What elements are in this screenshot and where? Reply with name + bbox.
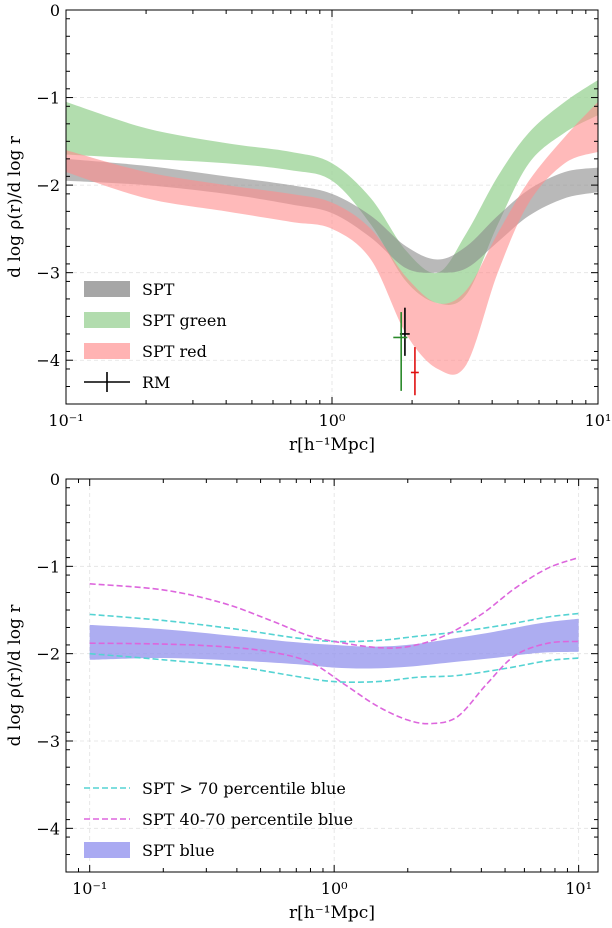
top-legend: SPT SPT green SPT red RM xyxy=(84,280,227,392)
legend-swatch xyxy=(84,343,130,359)
bottom-panel: 10⁻¹ 10⁰ 10¹ 0 −1 −2 −3 −4 SPT > 70 percentile … xyxy=(5,470,599,923)
band-spt-blue xyxy=(89,618,579,669)
y-tick-label: 0 xyxy=(50,470,60,489)
line-spt-70-percentile-blue-upper xyxy=(89,612,579,643)
line-spt-70-percentile-blue-lower xyxy=(89,652,579,684)
line-spt-40-70-percentile-blue-upper xyxy=(89,556,579,649)
bottom-axes: 10⁻¹ 10⁰ 10¹ 0 −1 −2 −3 −4 xyxy=(36,470,599,898)
legend-item-spt-blue: SPT blue xyxy=(84,841,215,860)
legend-swatch xyxy=(84,842,130,858)
y-tick-label: −3 xyxy=(36,264,60,283)
legend-item-spt: SPT xyxy=(84,280,175,299)
top-plot-area xyxy=(66,80,598,396)
bottom-legend: SPT > 70 percentile blue SPT 40-70 percen… xyxy=(84,779,353,860)
legend-label: SPT green xyxy=(142,311,227,330)
bottom-x-axis-label: r[h⁻¹Mpc] xyxy=(289,903,375,923)
bottom-y-axis-label: d log ρ(r)/d log r xyxy=(5,604,25,747)
legend-item-rm: RM xyxy=(84,372,170,392)
legend-swatch xyxy=(84,281,130,297)
bottom-plot-area xyxy=(89,556,579,725)
legend-label: SPT red xyxy=(142,342,207,361)
x-tick-label: 10⁻¹ xyxy=(72,879,107,898)
legend-label: RM xyxy=(142,373,170,392)
y-tick-label: −1 xyxy=(36,557,60,576)
top-y-axis-label: d log ρ(r)/d log r xyxy=(5,135,25,278)
y-tick-label: −4 xyxy=(36,351,60,370)
plot-frame xyxy=(65,478,599,873)
legend-swatch xyxy=(84,312,130,328)
y-tick-label: 0 xyxy=(50,1,60,20)
y-tick-label: −1 xyxy=(36,89,60,108)
legend-label: SPT blue xyxy=(142,841,215,860)
x-tick-label: 10⁻¹ xyxy=(48,411,83,430)
legend-label: SPT 40-70 percentile blue xyxy=(142,810,353,829)
errorbar-rm-green xyxy=(393,312,408,391)
top-panel: 10⁻¹ 10⁰ 10¹ 0 −1 −2 −3 −4 SPT SPT green SPT red R… xyxy=(5,1,611,455)
errorbar-rm-red xyxy=(410,347,419,396)
y-tick-label: −4 xyxy=(36,819,60,838)
legend-item-spt-green: SPT green xyxy=(84,311,227,330)
x-tick-label: 10¹ xyxy=(585,411,612,430)
y-tick-label: −2 xyxy=(36,176,60,195)
legend-item-spt-70-percentile-blue: SPT > 70 percentile blue xyxy=(84,779,346,798)
legend-item-spt-40-70-percentile-blue: SPT 40-70 percentile blue xyxy=(84,810,353,829)
x-tick-label: 10⁰ xyxy=(319,411,346,430)
y-tick-label: −3 xyxy=(36,732,60,751)
legend-label: SPT > 70 percentile blue xyxy=(142,779,346,798)
top-x-axis-label: r[h⁻¹Mpc] xyxy=(289,435,375,455)
line-spt-40-70-percentile-blue-lower xyxy=(89,640,579,725)
top-axes: 10⁻¹ 10⁰ 10¹ 0 −1 −2 −3 −4 xyxy=(36,1,611,430)
legend-label: SPT xyxy=(142,280,175,299)
legend-item-spt-red: SPT red xyxy=(84,342,207,361)
y-tick-label: −2 xyxy=(36,645,60,664)
band-spt-red xyxy=(66,101,598,375)
x-tick-label: 10⁰ xyxy=(321,879,348,898)
x-tick-label: 10¹ xyxy=(565,879,592,898)
